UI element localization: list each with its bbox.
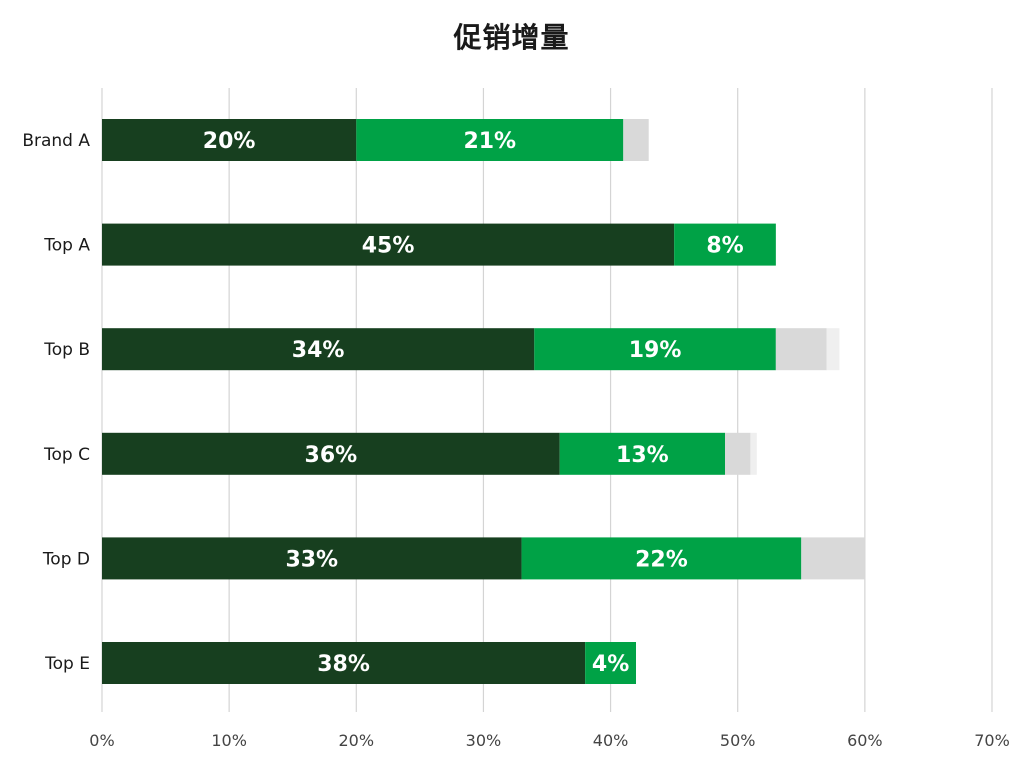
x-axis-ticks: 0% 10% 20% 30% 40% 50% 60% 70% [89,731,1009,750]
data-label: 34% [292,338,345,363]
x-tick-label: 30% [466,731,502,750]
bar-segment [521,537,802,580]
data-label: 20% [203,129,256,154]
bar-segment [102,537,522,580]
bar-segment [534,328,776,371]
data-label: 38% [317,652,370,677]
bar-segment [826,328,840,371]
bar-segment [725,432,751,475]
data-label: 8% [706,234,743,259]
x-tick-label: 40% [593,731,629,750]
bar-segment [102,432,560,475]
gridlines [101,88,993,712]
bar-segment [750,432,757,475]
category-label: Top B [43,340,90,360]
bar-segment [623,119,649,161]
data-label: 36% [305,443,358,468]
bar-segment [102,642,586,684]
category-label: Brand A [22,131,90,151]
bar-segment [356,119,624,161]
category-label: Top A [43,236,90,256]
bars: Brand A 20% 21% Top A 45% 8% Top B 34% 19% Top C 3… [22,119,865,684]
data-label: 13% [616,443,669,468]
bar-segment [585,642,636,684]
bar-segment [102,223,675,266]
bar-segment [775,328,827,371]
data-label: 22% [635,547,688,572]
category-label: Top D [42,549,90,569]
x-tick-label: 20% [339,731,375,750]
chart-title: 促销增量 [453,21,570,54]
data-label: 21% [463,129,516,154]
data-label: 4% [592,652,629,677]
x-tick-label: 10% [211,731,247,750]
bar-segment [102,328,535,371]
data-label: 45% [362,234,415,259]
x-tick-label: 50% [720,731,756,750]
category-label: Top E [44,654,90,674]
x-tick-label: 70% [974,731,1010,750]
x-tick-label: 0% [89,731,114,750]
bar-segment [801,537,865,580]
data-label: 33% [285,547,338,572]
bar-segment [674,223,776,266]
x-tick-label: 60% [847,731,883,750]
bar-segment [559,432,725,475]
category-label: Top C [43,445,90,465]
data-label: 19% [629,338,682,363]
bar-segment [102,119,357,161]
